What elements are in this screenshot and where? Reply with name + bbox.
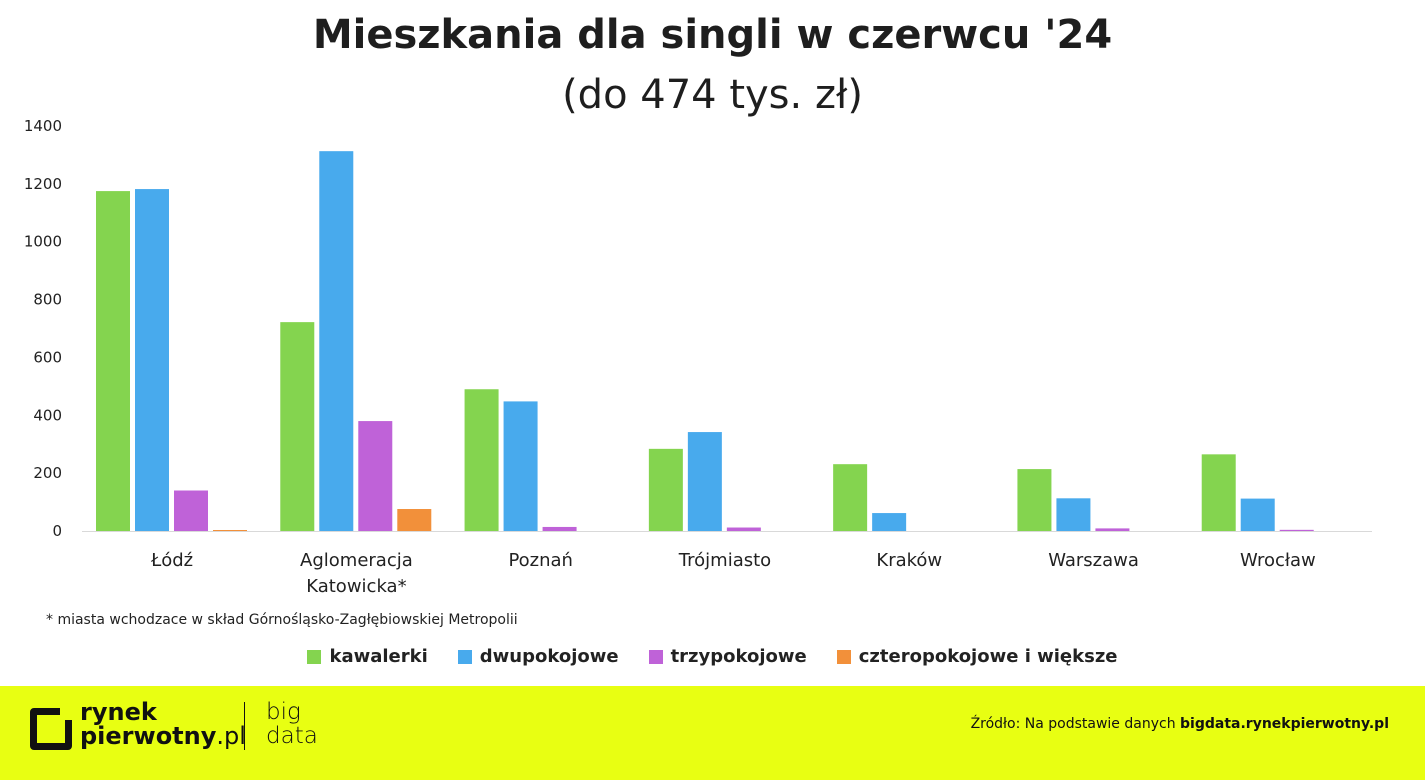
bar-dwupokojowe-2	[503, 401, 538, 531]
bar-kawalerki-6	[1201, 454, 1236, 531]
y-tick-label: 400	[33, 406, 62, 424]
rynek-pierwotny-logo: rynek pierwotny.pl	[80, 700, 246, 748]
legend-swatch	[307, 649, 322, 664]
logo-divider	[244, 702, 245, 750]
chart-title: Mieszkania dla singli w czerwcu '24	[312, 12, 1113, 58]
bar-czteropokojowe-1	[397, 509, 432, 531]
bar-trzypokojowe-3	[726, 527, 761, 531]
chart-subtitle: (do 474 tys. zł)	[562, 72, 863, 118]
bar-kawalerki-2	[464, 389, 499, 531]
bar-trzypokojowe-1	[358, 421, 393, 531]
x-tick-label: Aglomeracja	[300, 550, 413, 571]
x-tick-label: Poznań	[508, 550, 573, 571]
footer-bar: rynek pierwotny.pl big data Źródło: Na p…	[0, 686, 1425, 780]
legend-swatch	[457, 649, 472, 664]
bar-dwupokojowe-5	[1056, 498, 1091, 531]
bar-dwupokojowe-4	[872, 513, 907, 531]
logo-suffix: .pl	[216, 722, 246, 750]
legend-label: dwupokojowe	[479, 646, 619, 667]
bar-kawalerki-1	[280, 322, 315, 531]
rynek-pierwotny-logo-icon	[30, 708, 72, 750]
footnote: * miasta wchodzace w skład Górnośląsko-Z…	[46, 612, 518, 628]
legend-swatch	[836, 649, 851, 664]
legend-label: czteropokojowe i większe	[858, 646, 1118, 667]
legend-item: czteropokojowe i większe	[836, 646, 1118, 667]
x-tick-label: Katowicka*	[306, 576, 406, 597]
legend-label: kawalerki	[329, 646, 428, 667]
x-tick-label: Łódź	[150, 550, 193, 571]
bigdata-line1: big	[266, 699, 301, 725]
bar-kawalerki-3	[648, 448, 683, 531]
bar-trzypokojowe-6	[1279, 529, 1314, 531]
y-tick-label: 200	[33, 464, 62, 482]
logo-line1: rynek	[80, 698, 157, 726]
legend-item: kawalerki	[307, 646, 428, 667]
bar-kawalerki-0	[96, 191, 130, 531]
bar-dwupokojowe-0	[135, 189, 169, 532]
y-tick-label: 600	[33, 348, 62, 366]
y-tick-label: 0	[52, 522, 62, 540]
bar-chart: 0 200 400 600 800 1000 1200 1400 Łódź Aglomeracja…	[24, 117, 1372, 597]
source-note: Źródło: Na podstawie danych bigdata.ryne…	[971, 716, 1389, 732]
source-prefix: Źródło: Na podstawie danych	[970, 716, 1181, 732]
bar-czteropokojowe-0	[213, 530, 247, 531]
source-link: bigdata.rynekpierwotny.pl	[1180, 716, 1389, 732]
bar-trzypokojowe-0	[174, 490, 208, 531]
y-tick-label: 1200	[24, 175, 62, 193]
legend: kawalerki dwupokojowe trzypokojowe czteropo…	[0, 646, 1425, 667]
bar-dwupokojowe-1	[319, 151, 354, 532]
y-tick-label: 800	[33, 291, 62, 309]
logo-line2: pierwotny	[80, 722, 217, 750]
x-tick-label: Trójmiasto	[678, 550, 771, 571]
legend-swatch	[648, 649, 663, 664]
bar-dwupokojowe-6	[1240, 498, 1275, 531]
y-tick-label: 1000	[24, 233, 62, 251]
legend-label: trzypokojowe	[670, 646, 807, 667]
x-tick-label: Wrocław	[1240, 550, 1316, 571]
big-data-logo: big data	[266, 700, 318, 748]
bar-kawalerki-5	[1017, 469, 1052, 531]
bar-dwupokojowe-3	[687, 432, 722, 531]
x-tick-label: Warszawa	[1048, 550, 1139, 571]
bar-trzypokojowe-5	[1095, 528, 1130, 531]
bar-kawalerki-4	[833, 464, 868, 531]
x-tick-label: Kraków	[876, 550, 942, 571]
legend-item: trzypokojowe	[648, 646, 807, 667]
y-tick-label: 1400	[24, 117, 62, 135]
bar-trzypokojowe-2	[542, 526, 577, 531]
legend-item: dwupokojowe	[457, 646, 619, 667]
bigdata-line2: data	[266, 723, 318, 749]
